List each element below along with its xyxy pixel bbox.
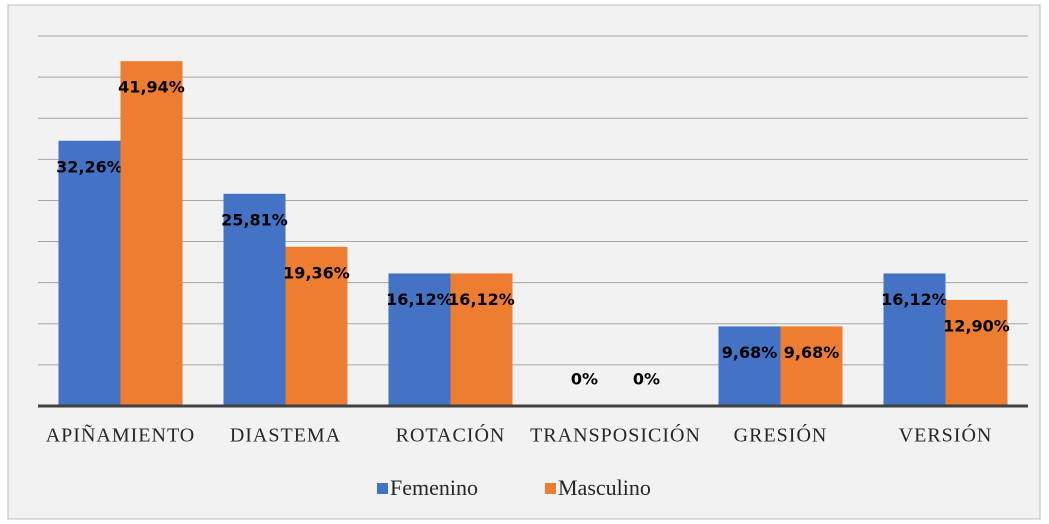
legend-label: Femenino bbox=[390, 475, 478, 500]
legend-swatch bbox=[377, 483, 388, 494]
x-tick-label: DIASTEMA bbox=[230, 425, 341, 447]
x-tick-label: GRESIÓN bbox=[734, 423, 828, 447]
x-tick-label: APIÑAMIENTO bbox=[46, 423, 196, 447]
bar bbox=[285, 246, 348, 406]
data-label: 0% bbox=[571, 370, 598, 389]
data-label: 41,94% bbox=[118, 78, 185, 97]
legend-swatch bbox=[545, 483, 556, 494]
bar bbox=[58, 140, 121, 407]
data-label: 25,81% bbox=[221, 210, 288, 229]
data-label: 19,36% bbox=[283, 263, 350, 282]
legend-label: Masculino bbox=[558, 475, 651, 500]
data-label: 16,12% bbox=[448, 290, 515, 309]
bar bbox=[883, 273, 946, 406]
data-label: 0% bbox=[633, 370, 660, 389]
data-label: 9,68% bbox=[784, 343, 840, 362]
bar bbox=[945, 299, 1008, 406]
bar bbox=[718, 326, 781, 406]
data-label: 32,26% bbox=[56, 157, 123, 176]
bar bbox=[388, 273, 451, 406]
data-label: 16,12% bbox=[881, 290, 948, 309]
bar bbox=[450, 273, 513, 406]
bar bbox=[223, 193, 286, 406]
bar bbox=[120, 61, 183, 406]
x-tick-label: VERSIÓN bbox=[899, 423, 993, 447]
data-label: 12,90% bbox=[943, 316, 1010, 335]
data-label: 9,68% bbox=[722, 343, 778, 362]
bar bbox=[780, 326, 843, 406]
x-tick-label: TRANSPOSICIÓN bbox=[530, 423, 701, 447]
data-label: 16,12% bbox=[386, 290, 453, 309]
x-tick-label: ROTACIÓN bbox=[396, 423, 506, 447]
